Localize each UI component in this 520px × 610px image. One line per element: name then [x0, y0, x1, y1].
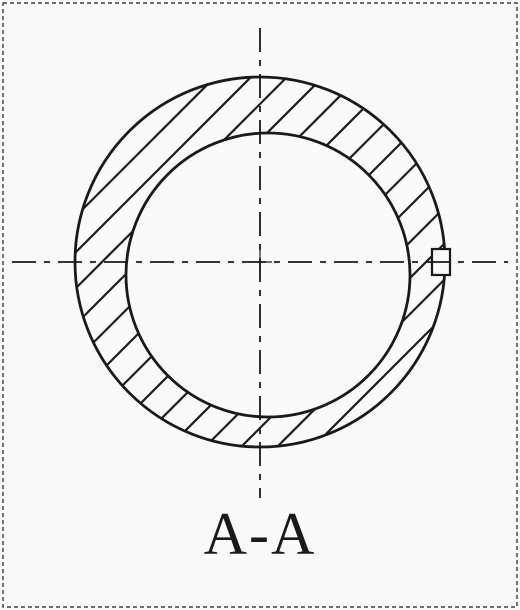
diagram-container: { "section": { "type": "engineering-sect… — [0, 0, 520, 610]
inner-circle — [126, 133, 410, 417]
section-label: A-A — [0, 500, 520, 569]
